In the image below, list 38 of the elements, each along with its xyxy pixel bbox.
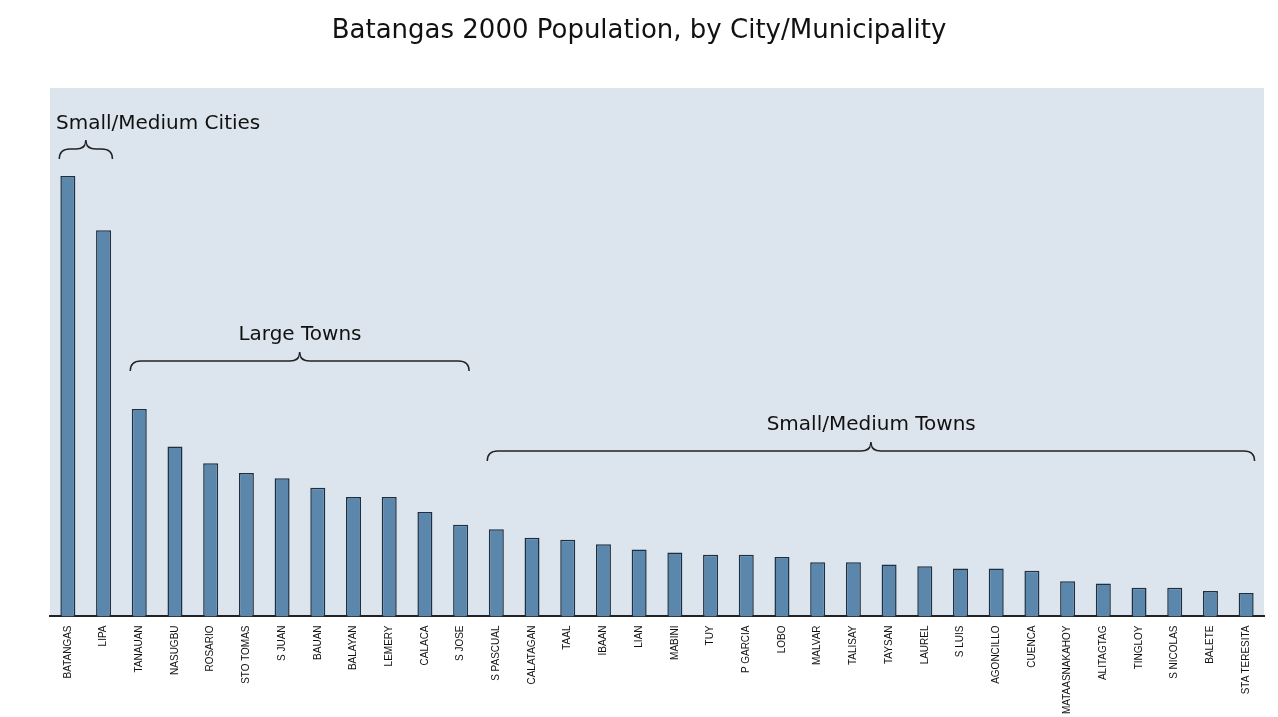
x-tick-label: S LUIS (954, 625, 966, 658)
x-tick-label: STA TERESITA (1239, 625, 1251, 695)
x-tick-label: TINGLOY (1132, 625, 1144, 670)
x-tick-label: TALISAY (847, 625, 859, 666)
chart-title: Batangas 2000 Population, by City/Municipality (330, 14, 948, 44)
x-tick-label: TANAUAN (133, 625, 145, 673)
x-tick-label: AGONCILLO (989, 625, 1001, 684)
x-tick-label: LIPA (97, 625, 109, 647)
x-tick-label: CUENCA (1025, 625, 1037, 668)
x-tick-label: BATANGAS (61, 625, 73, 679)
x-tick-label: MATAASNAKAHOY (1061, 625, 1073, 715)
x-tick-label: IBAAN (597, 625, 609, 656)
annotation: Large Towns (238, 321, 362, 345)
x-tick-label: ROSARIO (204, 625, 216, 672)
x-tick-label: BALAYAN (347, 625, 359, 671)
annotation: Small/Medium Towns (766, 410, 976, 435)
x-tick-label: P GARCIA (740, 625, 752, 674)
x-tick-label: TUY (704, 625, 716, 646)
x-tick-label: ALITAGTAG (1097, 625, 1109, 681)
x-tick-label: LAUREL (918, 625, 930, 665)
x-tick-label: CALATAGAN (525, 625, 537, 685)
x-tick-label: MALVAR (811, 625, 823, 666)
x-tick-label: LIAN (632, 625, 644, 648)
x-tick-label: S PASCUAL (490, 625, 502, 681)
x-tick-label: MABINI (668, 625, 680, 660)
x-tick-label: S JOSE (454, 625, 466, 662)
x-tick-label: STO TOMAS (240, 625, 252, 684)
x-tick-label: LOBO (775, 625, 787, 654)
x-tick-label: S NICOLAS (1168, 625, 1180, 679)
x-tick-label: NASUGBU (168, 625, 180, 675)
text: Small/Medium Cities (56, 109, 261, 134)
x-tick-label: S JUAN (275, 625, 287, 662)
x-tick-label: TAYSAN (882, 625, 894, 664)
x-tick-label: LEMERY (382, 625, 394, 667)
x-tick-label: TAAL (561, 625, 573, 650)
x-tick-label: BAUAN (311, 625, 323, 660)
x-tick-label: BALETE (1204, 625, 1216, 664)
x-tick-label: CALACA (418, 625, 430, 666)
